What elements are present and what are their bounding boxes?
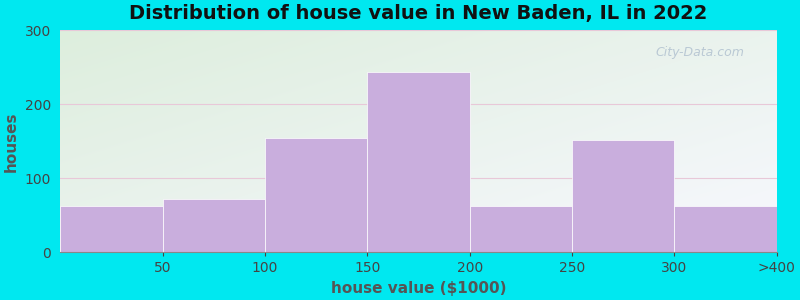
X-axis label: house value ($1000): house value ($1000) — [330, 281, 506, 296]
Bar — [60, 206, 162, 252]
Bar — [162, 199, 265, 252]
Bar — [367, 73, 470, 252]
Bar — [572, 140, 674, 252]
Title: Distribution of house value in New Baden, IL in 2022: Distribution of house value in New Baden… — [130, 4, 708, 23]
Bar — [674, 206, 777, 252]
Bar — [265, 138, 367, 252]
Y-axis label: houses: houses — [4, 111, 19, 172]
Text: City-Data.com: City-Data.com — [655, 46, 744, 59]
Bar — [470, 206, 572, 252]
